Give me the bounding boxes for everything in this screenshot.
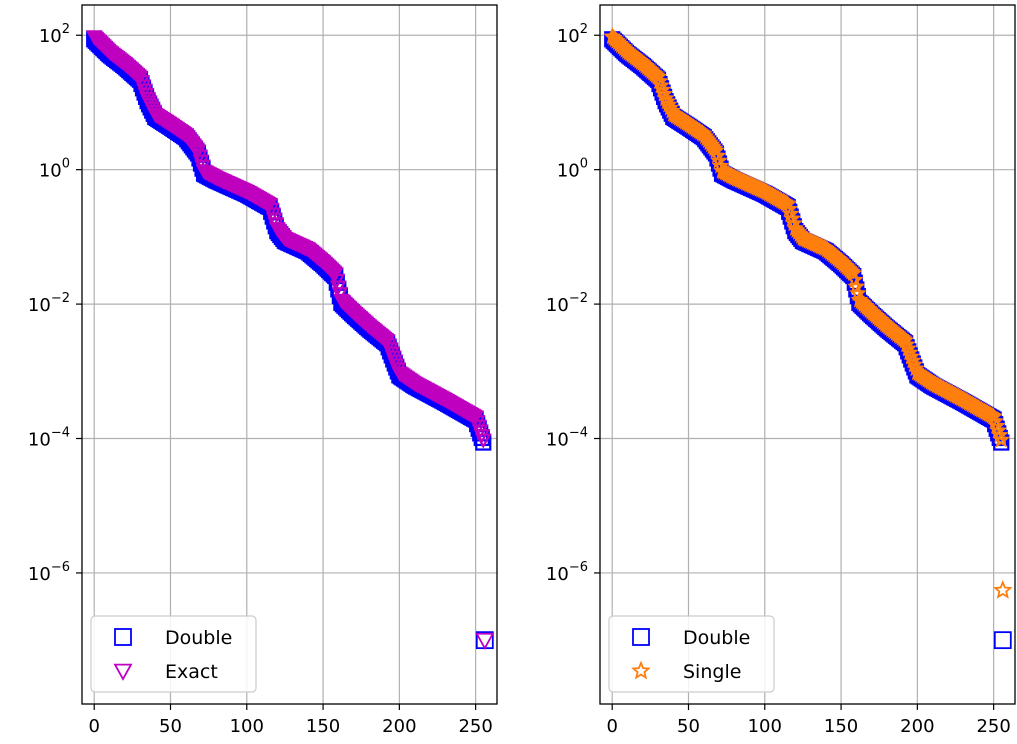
data-point-single-36 [658, 92, 677, 110]
x-tick-label: 150 [824, 716, 858, 737]
legend-marker-exact [113, 663, 133, 681]
series-exact [85, 30, 495, 651]
left-chart-panel: 0 50 100 150 200 250 102 100 10−2 10−4 10−6 Double E… [28, 4, 498, 737]
data-point-single-38 [661, 98, 680, 116]
legend-marker-double [114, 628, 132, 646]
data-point-single-194 [899, 339, 918, 357]
legend-label-double: Double [683, 627, 750, 649]
legend-marker-double [632, 628, 650, 646]
y-tick-label: 100 [39, 157, 70, 182]
series-double [604, 31, 1012, 650]
x-tick-label: 100 [748, 716, 782, 737]
x-tick-label: 50 [677, 716, 700, 737]
x-tick-label: 250 [458, 716, 492, 737]
y-tick-label: 10−6 [546, 560, 588, 585]
x-tick-label: 250 [976, 716, 1010, 737]
data-point-single-192 [896, 331, 915, 349]
legend-marker-single [631, 660, 651, 680]
data-point-single-195 [900, 343, 919, 361]
x-axis-ticks: 0 50 100 150 200 250 [88, 704, 493, 737]
y-tick-label: 10−6 [28, 560, 70, 585]
legend-box [90, 615, 257, 693]
x-tick-label: 150 [306, 716, 340, 737]
x-axis-ticks: 0 50 100 150 200 250 [606, 704, 1011, 737]
x-tick-label: 200 [382, 716, 416, 737]
legend-box [608, 615, 775, 693]
y-tick-label: 102 [39, 22, 70, 47]
series-single [603, 27, 1013, 599]
data-point-single-255 [992, 430, 1011, 448]
x-tick-label: 0 [606, 716, 617, 737]
axes-frame [599, 4, 1016, 705]
data-point-exact-255 [474, 433, 492, 449]
legend-label-exact: Exact [165, 661, 218, 683]
legend: Double Single [608, 615, 775, 693]
data-points [85, 30, 495, 651]
y-tick-label: 10−4 [546, 426, 588, 451]
right-chart-panel: 0 50 100 150 200 250 102 100 10−2 10−4 10−6 Double S… [546, 4, 1016, 737]
data-point-single-197 [903, 351, 922, 369]
y-tick-label: 10−4 [28, 426, 70, 451]
x-tick-label: 0 [88, 716, 99, 737]
y-tick-label: 102 [557, 22, 588, 47]
y-tick-label: 100 [557, 157, 588, 182]
data-points [603, 27, 1013, 650]
x-tick-label: 50 [159, 716, 182, 737]
x-tick-label: 200 [900, 716, 934, 737]
legend: Double Exact [90, 615, 257, 693]
data-point-single-35 [656, 89, 675, 107]
axes-frame [81, 4, 498, 705]
legend-label-double: Double [165, 627, 232, 649]
data-point-single-193 [897, 335, 916, 353]
data-point-single-198 [905, 355, 924, 373]
data-point-single-196 [902, 347, 921, 365]
outlier-point-double [993, 631, 1012, 650]
x-tick-label: 100 [230, 716, 264, 737]
outlier-point-exact [475, 632, 495, 651]
outlier-point-single [992, 580, 1013, 599]
data-point-single-67 [705, 139, 724, 157]
data-point-single-157 [842, 262, 861, 280]
y-axis-ticks: 102 100 10−2 10−4 10−6 [28, 22, 82, 585]
legend-label-single: Single [683, 661, 741, 683]
y-tick-label: 10−2 [546, 291, 588, 316]
y-tick-label: 10−2 [28, 291, 70, 316]
data-point-single-37 [659, 95, 678, 113]
y-axis-ticks: 102 100 10−2 10−4 10−6 [546, 22, 600, 585]
series-double [86, 31, 494, 650]
